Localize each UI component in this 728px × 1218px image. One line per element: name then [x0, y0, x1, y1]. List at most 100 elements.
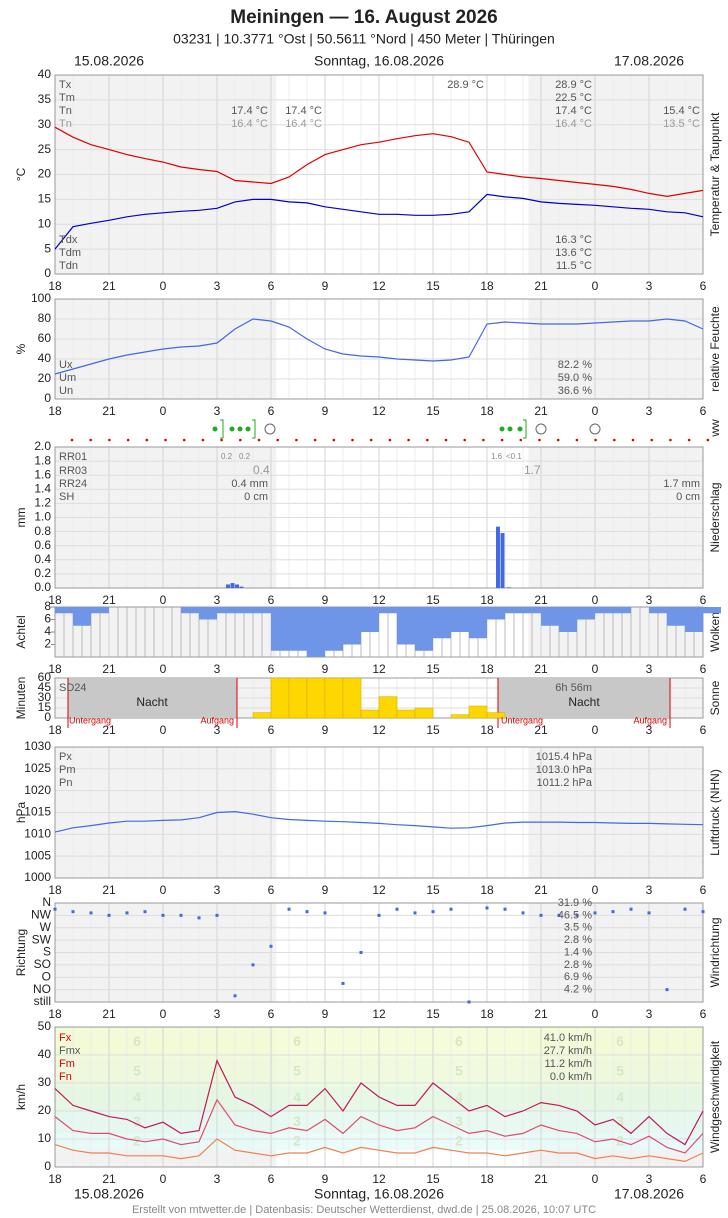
y-tick-label: 6 — [44, 612, 51, 626]
x-tick-label: 18 — [48, 883, 62, 897]
x-tick-label: 9 — [322, 404, 329, 418]
annotation: Ux — [59, 359, 73, 371]
x-tick-label: 0 — [592, 883, 599, 897]
beaufort-label: 2 — [455, 1133, 463, 1149]
bar — [613, 607, 631, 614]
y-tick-label: 1005 — [24, 848, 51, 862]
y-axis-label: Richtung — [14, 929, 28, 976]
bar — [667, 607, 685, 626]
x-tick-label: 18 — [480, 1172, 494, 1186]
x-tick-label: 6 — [268, 883, 275, 897]
y-tick-label: 1000 — [24, 870, 51, 884]
date-left: 15.08.2026 — [74, 53, 144, 69]
x-tick-label: 9 — [322, 723, 329, 737]
date-center: Sonntag, 16.08.2026 — [314, 1186, 444, 1202]
point — [701, 910, 705, 914]
beaufort-label: 3 — [133, 1113, 141, 1129]
ww-dot — [332, 438, 336, 442]
point — [323, 911, 327, 915]
x-tick-label: 0 — [592, 723, 599, 737]
point — [449, 907, 453, 911]
y-tick-label: 40 — [38, 67, 52, 81]
y-tick-label: 2.0 — [34, 439, 51, 453]
night-box — [498, 678, 670, 718]
annotation: Pm — [59, 764, 76, 776]
point — [503, 907, 507, 911]
annotation: SD24 — [59, 682, 87, 694]
bar — [325, 607, 343, 651]
bar — [595, 607, 613, 614]
night-shade — [55, 607, 277, 657]
ww-dot — [164, 438, 167, 442]
y-tick-label: 0.2 — [34, 566, 51, 580]
annotation: 16.4 °C — [231, 118, 268, 130]
ww-symbols — [212, 419, 601, 439]
ww-dot — [407, 438, 410, 442]
annotation: 59.0 % — [558, 372, 592, 384]
annotation: Tm — [59, 92, 75, 104]
ww-dot — [463, 438, 467, 442]
ww-dot — [351, 438, 354, 442]
x-tick-label: 6 — [700, 1172, 707, 1186]
annotation: SH — [59, 491, 74, 503]
annotation: Fmx — [59, 1045, 81, 1057]
x-tick-label: 12 — [372, 883, 386, 897]
ww-dot — [276, 438, 280, 442]
x-tick-label: 18 — [480, 883, 494, 897]
annotation: 2.8 % — [564, 934, 592, 946]
x-tick-label: 3 — [214, 279, 221, 293]
annotation: Untergang — [69, 715, 111, 725]
bar — [523, 607, 541, 614]
bar — [199, 607, 217, 620]
bar — [91, 607, 109, 614]
side-label: Wolken — [708, 612, 722, 652]
point — [629, 907, 633, 911]
x-tick-label: 6 — [700, 662, 707, 676]
point — [575, 913, 579, 917]
annotation: 1.6 — [491, 452, 503, 461]
y-tick-label: 15 — [38, 192, 52, 206]
y-axis-label: mm — [14, 508, 28, 528]
annotation: 16.4 °C — [555, 118, 592, 130]
night-shade — [528, 299, 703, 399]
line — [54, 318, 704, 375]
bar — [239, 586, 244, 588]
beaufort-label: 4 — [133, 1089, 141, 1105]
x-tick-label: 12 — [372, 1007, 386, 1021]
ww-dot — [613, 438, 616, 442]
point — [431, 910, 435, 914]
ww-dot — [687, 438, 691, 442]
beaufort-label: 5 — [293, 1063, 301, 1079]
y-tick-label: 100 — [31, 291, 51, 305]
bar — [289, 607, 307, 651]
line — [54, 126, 704, 198]
point — [521, 911, 525, 915]
x-tick-label: 18 — [48, 593, 62, 607]
y-axis-label: Achtel — [14, 615, 28, 648]
point — [467, 1000, 471, 1004]
x-tick-label: 3 — [646, 404, 653, 418]
x-tick-label: 15 — [426, 662, 440, 676]
y-tick-label: 10 — [38, 216, 52, 230]
beaufort-label: 5 — [133, 1063, 141, 1079]
bar — [307, 607, 325, 657]
annotation: 4.2 % — [564, 984, 592, 996]
x-tick-label: 18 — [48, 662, 62, 676]
y-tick-label: 20 — [38, 371, 52, 385]
ww-dot — [295, 438, 298, 442]
x-tick-label: 18 — [48, 723, 62, 737]
point — [359, 951, 363, 954]
annotation: Untergang — [501, 715, 543, 725]
x-tick-label: 0 — [160, 593, 167, 607]
plot-border — [54, 446, 704, 589]
annotation: Un — [59, 385, 73, 397]
x-tick-label: 21 — [534, 883, 548, 897]
x-tick-label: 0 — [160, 1007, 167, 1021]
x-tick-label: 3 — [646, 723, 653, 737]
point — [71, 910, 75, 914]
side-label: Luftdruck (NHN) — [708, 769, 722, 856]
ww-dot — [89, 438, 92, 442]
annotation: 31.9 % — [558, 897, 592, 909]
y-tick-label: 45 — [38, 680, 52, 694]
x-tick-label: 15 — [426, 1007, 440, 1021]
